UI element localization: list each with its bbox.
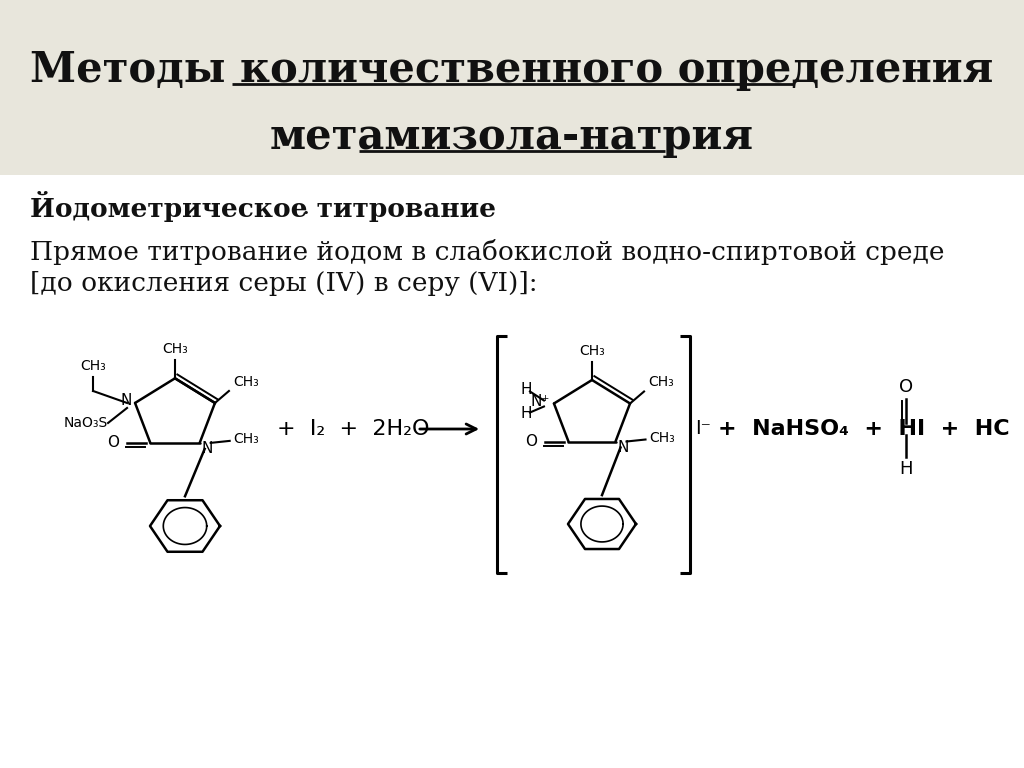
Text: метамизола-натрия: метамизола-натрия	[270, 115, 754, 157]
Text: .: .	[302, 194, 310, 220]
Text: CH₃: CH₃	[80, 359, 105, 373]
Text: I⁻: I⁻	[695, 419, 711, 439]
Text: CH₃: CH₃	[232, 375, 259, 389]
Text: O: O	[108, 435, 120, 450]
Text: O: O	[899, 378, 913, 396]
Bar	[0, 0, 1024, 175]
Text: CH₃: CH₃	[649, 431, 675, 445]
Text: CH₃: CH₃	[648, 376, 674, 389]
Text: CH₃: CH₃	[580, 344, 605, 358]
Text: CH₃: CH₃	[162, 343, 187, 356]
Text: N: N	[617, 439, 629, 455]
Text: N: N	[202, 441, 213, 456]
Text: CH₃: CH₃	[233, 432, 259, 446]
Text: [до окисления серы (IV) в серу (VI)]:: [до окисления серы (IV) в серу (VI)]:	[30, 272, 538, 296]
Text: N: N	[121, 393, 132, 409]
Text: Методы количественного определения: Методы количественного определения	[31, 49, 993, 91]
Text: H: H	[520, 382, 531, 397]
Text: +  NaHSO₄  +  HI  +  HC: + NaHSO₄ + HI + HC	[718, 419, 1010, 439]
Text: Прямое титрование йодом в слабокислой водно-спиртовой среде: Прямое титрование йодом в слабокислой во…	[30, 239, 944, 265]
Text: +  I₂  +  2H₂O: + I₂ + 2H₂O	[278, 419, 429, 439]
Text: O: O	[525, 434, 538, 449]
Text: H: H	[520, 406, 531, 421]
Text: Йодометрическое титрование: Йодометрическое титрование	[30, 191, 496, 223]
Text: NaO₃S: NaO₃S	[63, 416, 109, 430]
Text: N⁺: N⁺	[530, 394, 550, 409]
Text: H: H	[900, 460, 913, 478]
